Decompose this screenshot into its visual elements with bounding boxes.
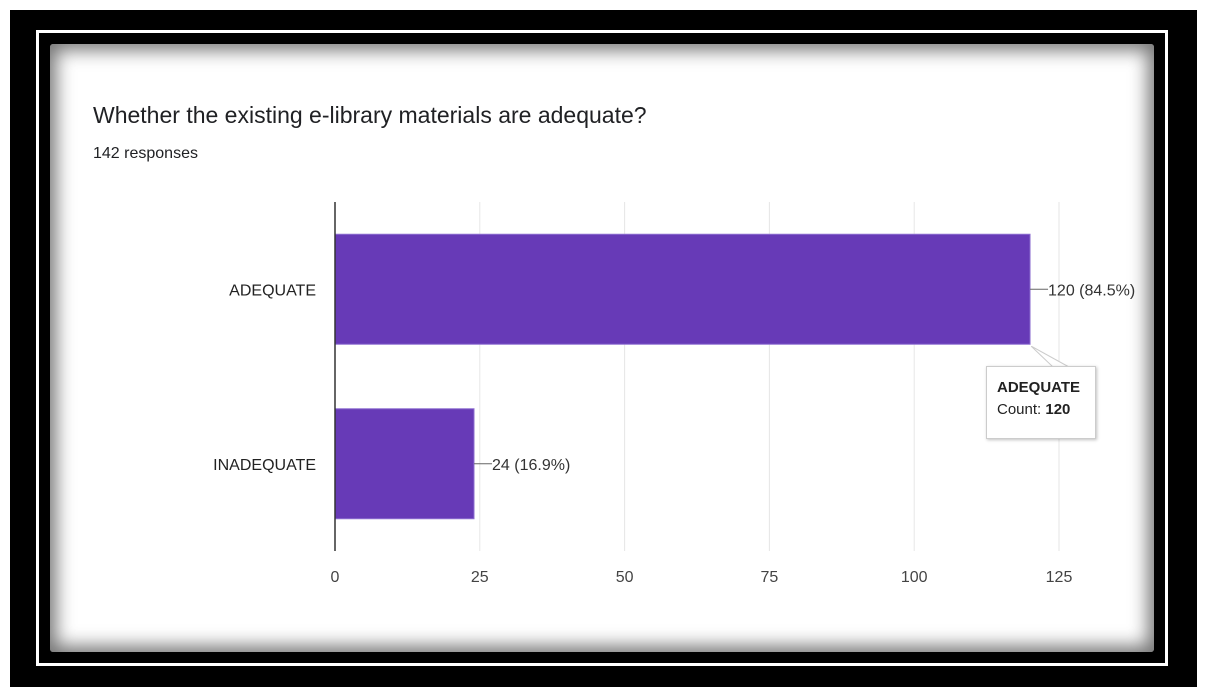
- x-tick-label-0: 0: [331, 569, 340, 586]
- x-tick-label-3: 75: [761, 569, 779, 586]
- bar-adequate: [334, 233, 1031, 345]
- chart-panel: [50, 44, 1154, 652]
- x-tick-label-1: 25: [471, 569, 489, 586]
- response-count: 142 responses: [93, 145, 198, 162]
- x-tick-label-4: 100: [901, 569, 928, 586]
- x-tick-label-2: 50: [616, 569, 634, 586]
- data-label-inadequate: 24 (16.9%): [492, 457, 570, 474]
- data-label-adequate: 120 (84.5%): [1048, 282, 1135, 299]
- chart-title: Whether the existing e-library materials…: [93, 102, 647, 128]
- x-tick-label-5: 125: [1046, 569, 1073, 586]
- bar-inadequate: [334, 408, 475, 520]
- category-label-adequate: ADEQUATE: [229, 282, 316, 299]
- tooltip-count-value: 120: [1045, 401, 1071, 418]
- category-label-inadequate: INADEQUATE: [213, 457, 316, 474]
- tooltip-count-label: Count:: [997, 401, 1042, 418]
- tooltip-title: ADEQUATE: [997, 379, 1081, 396]
- bar-tooltip: ADEQUATE Count: 120: [986, 366, 1096, 439]
- tooltip-pointer: [1031, 346, 1070, 368]
- tooltip-count-line: Count: 120: [997, 399, 1085, 421]
